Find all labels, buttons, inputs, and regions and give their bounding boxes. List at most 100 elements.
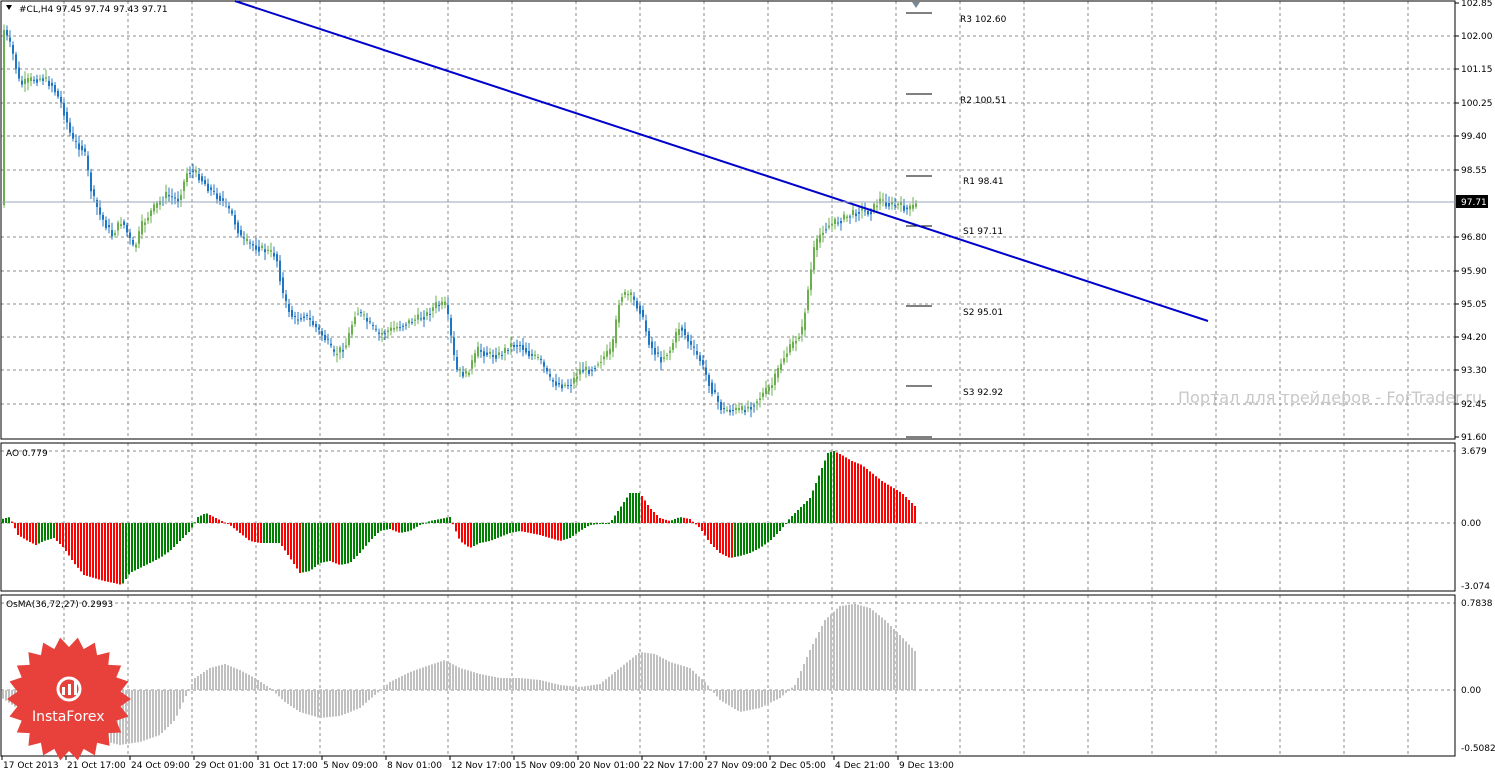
candle-body bbox=[105, 220, 107, 229]
osma-bar bbox=[662, 658, 664, 690]
ao-bar bbox=[530, 523, 532, 534]
candle-body bbox=[132, 240, 134, 245]
ao-bar bbox=[758, 523, 760, 549]
candle-body bbox=[81, 145, 83, 151]
candle-body bbox=[249, 242, 251, 244]
ao-bar bbox=[902, 494, 904, 523]
candle-body bbox=[369, 321, 371, 323]
candle-body bbox=[525, 348, 527, 353]
candle-body bbox=[909, 205, 911, 210]
time-tick-label: 4 Dec 21:00 bbox=[835, 761, 890, 771]
triangle-down-icon[interactable] bbox=[6, 5, 12, 10]
candle-body bbox=[678, 329, 680, 335]
ao-bar bbox=[815, 483, 817, 523]
ao-bar bbox=[77, 523, 79, 568]
osma-bar bbox=[380, 689, 382, 691]
candle-body bbox=[867, 211, 869, 215]
candle-body bbox=[570, 385, 572, 386]
osma-bar bbox=[827, 617, 829, 690]
ao-bar bbox=[602, 523, 604, 524]
osma-bar bbox=[866, 607, 868, 690]
candle-body bbox=[201, 176, 203, 182]
osma-bar bbox=[743, 690, 745, 712]
osma-bar bbox=[299, 690, 301, 712]
candle-body bbox=[534, 354, 536, 356]
osma-bar bbox=[311, 690, 313, 716]
ao-bar bbox=[494, 523, 496, 539]
candle-body bbox=[114, 233, 116, 235]
candle-body bbox=[801, 326, 803, 335]
time-axis[interactable]: 17 Oct 2013 21 Oct 17:00 24 Oct 09:00 29 Oc… bbox=[1, 756, 954, 771]
symbol-title: #CL,H4 bbox=[19, 5, 53, 15]
candle-body bbox=[282, 277, 284, 294]
ao-bar bbox=[146, 523, 148, 565]
candle-body bbox=[237, 222, 239, 234]
osma-bar bbox=[446, 661, 448, 690]
ao-bar bbox=[389, 523, 391, 529]
candle-body bbox=[753, 405, 755, 407]
shift-marker-icon[interactable] bbox=[912, 2, 920, 8]
osma-bar bbox=[497, 677, 499, 690]
ao-bar bbox=[20, 523, 22, 537]
ao-bar bbox=[578, 523, 580, 532]
osma-bar bbox=[473, 672, 475, 690]
candle-body bbox=[705, 367, 707, 375]
ao-bar bbox=[617, 511, 619, 523]
ao-bar bbox=[842, 455, 844, 523]
osma-bar bbox=[905, 641, 907, 690]
osma-bar bbox=[275, 690, 277, 694]
instaforex-logo-icon: InstaForex bbox=[7, 637, 131, 761]
time-tick-label: 31 Oct 17:00 bbox=[259, 761, 318, 771]
ao-bar bbox=[272, 523, 274, 543]
osma-bar bbox=[401, 676, 403, 690]
osma-bar bbox=[773, 690, 775, 701]
candle-body bbox=[453, 337, 455, 355]
osma-bar bbox=[836, 608, 838, 690]
osma-bar bbox=[416, 669, 418, 690]
ao-bar bbox=[821, 468, 823, 523]
ao-bar bbox=[680, 517, 682, 523]
osma-bar bbox=[599, 684, 601, 690]
ao-bar bbox=[353, 523, 355, 559]
osma-bar bbox=[632, 657, 634, 690]
candle-body bbox=[600, 361, 602, 363]
ao-bar bbox=[176, 523, 178, 544]
price-axis[interactable]: 102.85 102.00 101.15 100.25 99.40 98.55 96.80 9… bbox=[1455, 0, 1493, 443]
osma-bar bbox=[713, 690, 715, 693]
candle-body bbox=[27, 77, 29, 83]
candle-body bbox=[459, 369, 461, 371]
ao-bar bbox=[182, 523, 184, 538]
pivot-r3-label: R3 102.60 bbox=[960, 15, 1007, 25]
ao-bar bbox=[395, 523, 397, 532]
time-tick-label: 2 Dec 05:00 bbox=[771, 761, 826, 771]
ao-bar bbox=[341, 523, 343, 565]
ao-bar bbox=[785, 523, 787, 524]
osma-bar bbox=[365, 690, 367, 703]
ao-bar bbox=[764, 523, 766, 545]
osma-bar bbox=[815, 638, 817, 690]
ao-bar bbox=[488, 523, 490, 542]
candle-body bbox=[774, 373, 776, 385]
trendline[interactable] bbox=[234, 0, 1209, 322]
candle-body bbox=[723, 408, 725, 409]
candle-body bbox=[90, 172, 92, 192]
candle-body bbox=[408, 320, 410, 324]
candle-body bbox=[612, 339, 614, 352]
price-candles[interactable] bbox=[3, 24, 917, 418]
osma-bar bbox=[755, 690, 757, 709]
osma-bar bbox=[896, 632, 898, 690]
ao-bar bbox=[110, 523, 112, 583]
ao-bar bbox=[416, 523, 418, 527]
osma-bar bbox=[254, 678, 256, 690]
candle-body bbox=[537, 356, 539, 358]
osma-bar bbox=[449, 662, 451, 690]
candle-body bbox=[333, 349, 335, 352]
candle-body bbox=[276, 254, 278, 262]
candle-body bbox=[606, 350, 608, 357]
osma-bar bbox=[356, 690, 358, 710]
ao-bar bbox=[866, 469, 868, 523]
current-price-label: 97.71 bbox=[1461, 198, 1487, 208]
osma-bar bbox=[479, 674, 481, 690]
candle-body bbox=[444, 301, 446, 305]
